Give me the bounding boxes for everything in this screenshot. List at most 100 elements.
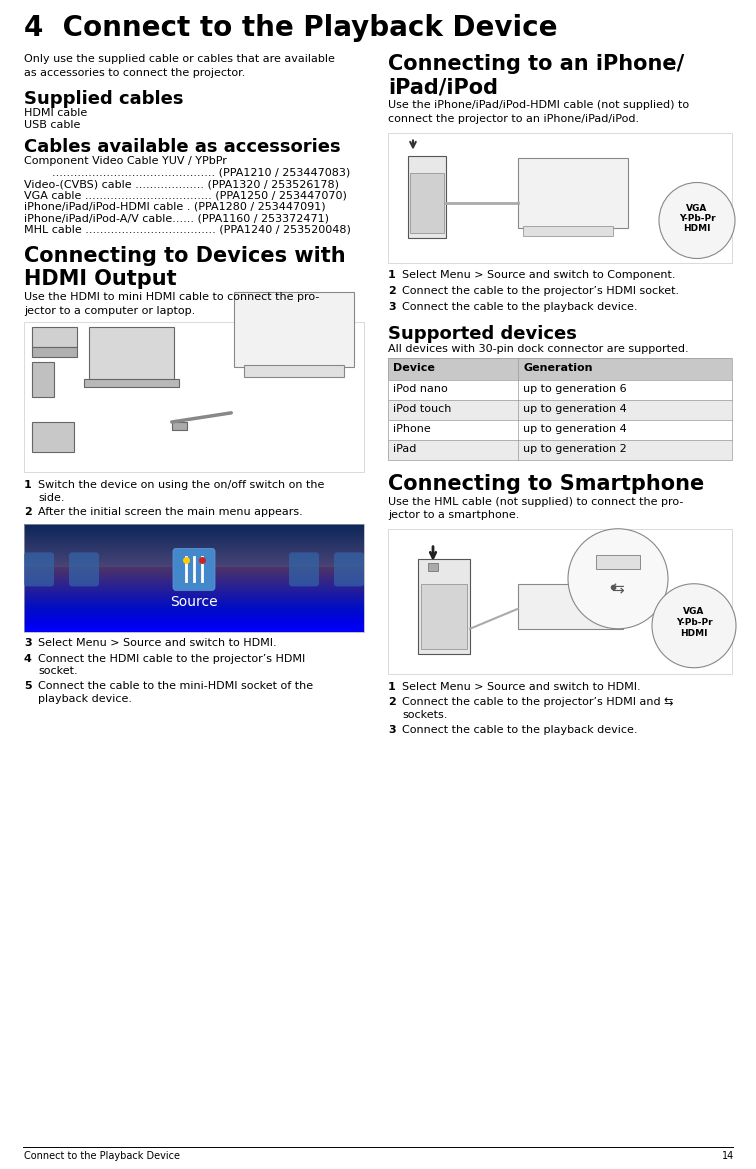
Text: Connect the cable to the projector’s HDMI socket.: Connect the cable to the projector’s HDM…	[402, 286, 679, 296]
Text: Video-(CVBS) cable ................... (PPA1320 / 253526178): Video-(CVBS) cable ................... (…	[24, 179, 339, 189]
Bar	[388, 440, 732, 459]
Circle shape	[568, 528, 668, 629]
Text: 1: 1	[388, 270, 395, 281]
Bar	[421, 583, 467, 649]
Bar	[32, 327, 77, 347]
Bar	[32, 362, 54, 397]
Bar	[89, 327, 174, 382]
Bar	[388, 528, 732, 673]
Bar	[234, 292, 354, 367]
Text: HDMI Output: HDMI Output	[24, 269, 177, 289]
Text: up to generation 2: up to generation 2	[523, 443, 627, 454]
Bar	[24, 524, 364, 632]
FancyBboxPatch shape	[69, 553, 99, 587]
Text: up to generation 6: up to generation 6	[523, 383, 627, 394]
Text: 2: 2	[388, 286, 395, 296]
Text: Y-Pb-Pr: Y-Pb-Pr	[679, 214, 715, 223]
Text: VGA: VGA	[683, 607, 705, 616]
Bar	[410, 173, 444, 233]
Text: VGA cable ................................... (PPA1250 / 253447070): VGA cable ..............................…	[24, 191, 347, 200]
Text: 3: 3	[388, 725, 395, 734]
Text: Use the HML cable (not supplied) to connect the pro-
jector to a smartphone.: Use the HML cable (not supplied) to conn…	[388, 497, 683, 520]
Text: iPod touch: iPod touch	[393, 403, 451, 414]
Text: Select Menu > Source and switch to HDMI.: Select Menu > Source and switch to HDMI.	[402, 682, 640, 692]
Text: Supported devices: Supported devices	[388, 325, 577, 344]
Text: up to generation 4: up to generation 4	[523, 403, 627, 414]
Text: 1: 1	[24, 480, 32, 491]
Text: ............................................. (PPA1210 / 253447083): ........................................…	[24, 168, 350, 178]
Text: HDMI: HDMI	[680, 629, 708, 638]
Text: USB cable: USB cable	[24, 120, 80, 130]
Text: 3: 3	[388, 302, 395, 312]
Text: 4  Connect to the Playback Device: 4 Connect to the Playback Device	[24, 14, 557, 42]
Text: iPhone/iPad/iPod-HDMI cable . (PPA1280 / 253447091): iPhone/iPad/iPod-HDMI cable . (PPA1280 /…	[24, 202, 326, 212]
Text: Connect the cable to the mini-HDMI socket of the
playback device.: Connect the cable to the mini-HDMI socke…	[38, 680, 313, 704]
Bar	[596, 555, 640, 569]
Text: Y-Pb-Pr: Y-Pb-Pr	[676, 618, 712, 628]
Bar	[388, 380, 732, 400]
FancyBboxPatch shape	[289, 553, 319, 587]
Text: Connect the cable to the playback device.: Connect the cable to the playback device…	[402, 725, 637, 734]
Text: 4: 4	[24, 653, 32, 664]
Text: Connecting to an iPhone/: Connecting to an iPhone/	[388, 54, 684, 74]
Bar	[32, 347, 77, 358]
Bar	[388, 420, 732, 440]
Text: 1: 1	[388, 682, 395, 692]
Bar	[418, 559, 470, 653]
Text: Connecting to Devices with: Connecting to Devices with	[24, 245, 345, 265]
Bar	[172, 422, 187, 430]
Bar	[428, 562, 438, 570]
Text: Component Video Cable YUV / YPbPr: Component Video Cable YUV / YPbPr	[24, 157, 227, 166]
Text: Connect the cable to the projector’s HDMI and ⇆
sockets.: Connect the cable to the projector’s HDM…	[402, 698, 674, 720]
Text: Connecting to Smartphone: Connecting to Smartphone	[388, 473, 705, 493]
Bar	[84, 380, 179, 387]
Text: Select Menu > Source and switch to HDMI.: Select Menu > Source and switch to HDMI.	[38, 638, 277, 648]
Circle shape	[659, 182, 735, 258]
Text: Only use the supplied cable or cables that are available
as accessories to conne: Only use the supplied cable or cables th…	[24, 54, 335, 77]
Bar	[523, 226, 613, 235]
Text: VGA: VGA	[686, 205, 708, 213]
Bar	[388, 132, 732, 263]
Bar	[388, 358, 732, 380]
FancyBboxPatch shape	[24, 553, 54, 587]
Text: Cables available as accessories: Cables available as accessories	[24, 138, 341, 157]
Text: Generation: Generation	[523, 362, 593, 373]
Bar	[388, 400, 732, 420]
Text: All devices with 30-pin dock connector are supported.: All devices with 30-pin dock connector a…	[388, 344, 689, 353]
Text: iPad: iPad	[393, 443, 417, 454]
FancyBboxPatch shape	[173, 548, 215, 590]
Text: Switch the device on using the on/off switch on the
side.: Switch the device on using the on/off sw…	[38, 480, 324, 503]
Text: HDMI cable: HDMI cable	[24, 109, 87, 118]
Text: 2: 2	[388, 698, 395, 707]
Text: After the initial screen the main menu appears.: After the initial screen the main menu a…	[38, 507, 302, 517]
Text: MHL cable .................................... (PPA1240 / 253520048): MHL cable ..............................…	[24, 224, 351, 235]
Text: Use the iPhone/iPad/iPod-HDMI cable (not supplied) to
connect the projector to a: Use the iPhone/iPad/iPod-HDMI cable (not…	[388, 101, 689, 124]
Text: 14: 14	[722, 1151, 734, 1161]
Text: 3: 3	[24, 638, 32, 648]
Text: 5: 5	[24, 680, 32, 691]
Bar	[32, 422, 74, 452]
Bar	[388, 380, 732, 400]
Text: HDMI: HDMI	[683, 224, 711, 233]
Text: ⇆: ⇆	[612, 581, 624, 596]
Text: iPad/iPod: iPad/iPod	[388, 77, 498, 97]
Text: Use the HDMI to mini HDMI cable to connect the pro-
jector to a computer or lapt: Use the HDMI to mini HDMI cable to conne…	[24, 292, 319, 316]
Bar	[388, 358, 732, 380]
Text: Supplied cables: Supplied cables	[24, 90, 184, 108]
Bar	[388, 420, 732, 440]
Text: Source: Source	[170, 595, 218, 609]
FancyBboxPatch shape	[334, 553, 364, 587]
Text: iPhone/iPad/iPod-A/V cable...... (PPA1160 / 253372471): iPhone/iPad/iPod-A/V cable...... (PPA116…	[24, 213, 329, 223]
Text: Connect the HDMI cable to the projector’s HDMI
socket.: Connect the HDMI cable to the projector’…	[38, 653, 305, 677]
Bar	[518, 583, 623, 629]
Bar	[408, 155, 446, 237]
Bar	[388, 440, 732, 459]
Text: 2: 2	[24, 507, 32, 517]
Text: Device: Device	[393, 362, 435, 373]
Text: iPod nano: iPod nano	[393, 383, 448, 394]
Bar	[24, 323, 364, 472]
Text: Connect the cable to the playback device.: Connect the cable to the playback device…	[402, 302, 637, 312]
Bar	[244, 366, 344, 378]
Bar	[388, 400, 732, 420]
Text: Select Menu > Source and switch to Component.: Select Menu > Source and switch to Compo…	[402, 270, 676, 281]
